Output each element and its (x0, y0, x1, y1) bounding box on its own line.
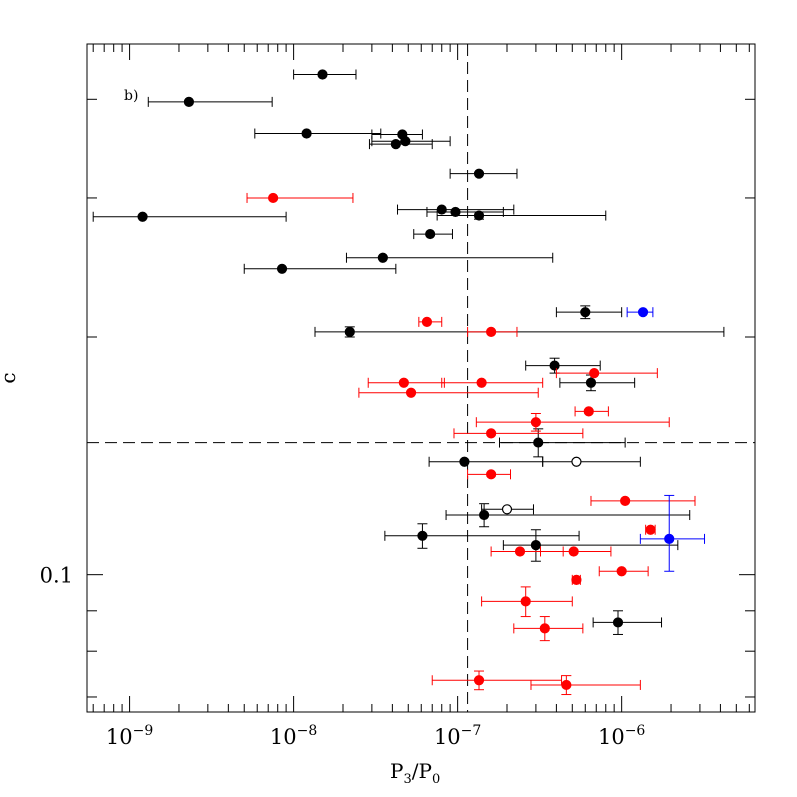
data-point (530, 540, 541, 551)
data-point (620, 495, 631, 507)
data-point (183, 96, 195, 107)
data-point (390, 139, 401, 150)
data-point (417, 530, 428, 541)
data-point (583, 406, 594, 417)
x-tick-label: 10−6 (598, 723, 645, 749)
data-point (530, 417, 541, 428)
data-point (137, 211, 148, 222)
data-point (473, 168, 485, 179)
data-point (301, 128, 312, 139)
data-point (645, 524, 656, 535)
series-blue (626, 307, 706, 572)
data-point (616, 566, 627, 577)
data-point (377, 252, 388, 263)
panel-label: b) (124, 88, 138, 104)
y-tick-label: 0.1 (40, 564, 73, 588)
data-point (473, 675, 485, 686)
data-point (585, 377, 597, 388)
data-point (459, 456, 470, 467)
data-point (533, 437, 544, 448)
data-point (561, 679, 572, 691)
x-axis-label: P3/P0 (390, 759, 440, 787)
data-point (571, 456, 582, 467)
data-point (476, 377, 487, 388)
data-point (479, 509, 490, 521)
data-point (486, 469, 497, 480)
x-tick-label: 10−8 (270, 723, 317, 749)
data-point (344, 326, 355, 337)
data-point (520, 596, 531, 607)
series-black (92, 69, 725, 635)
x-tick-label: 10−7 (434, 723, 481, 749)
data-point (268, 192, 279, 204)
data-point (612, 617, 624, 628)
data-layer (92, 69, 725, 696)
axes-layer: 10−9 10−8 10−7 10−6 0.1 (40, 44, 755, 749)
data-point (421, 316, 433, 327)
data-point (486, 326, 497, 337)
data-point (486, 428, 497, 439)
x-tick-label: 10−9 (106, 723, 153, 749)
data-point (539, 623, 550, 634)
data-point (405, 387, 417, 398)
data-point (664, 533, 675, 544)
data-point (317, 69, 328, 80)
data-point (450, 206, 461, 218)
data-point (580, 307, 591, 318)
data-point (398, 377, 409, 388)
series-black-open (481, 456, 641, 515)
data-point (549, 360, 560, 371)
data-point (571, 574, 582, 585)
data-point (436, 204, 447, 215)
plot-frame (86, 43, 756, 713)
data-point (514, 546, 526, 557)
data-point (473, 210, 485, 221)
data-point (276, 263, 288, 274)
data-point (501, 504, 513, 515)
data-point (400, 136, 411, 147)
data-point (637, 307, 649, 318)
data-point (425, 228, 436, 240)
data-point (589, 368, 600, 379)
series-red (246, 192, 696, 696)
y-axis-label: c (0, 372, 20, 383)
data-point (568, 546, 579, 557)
